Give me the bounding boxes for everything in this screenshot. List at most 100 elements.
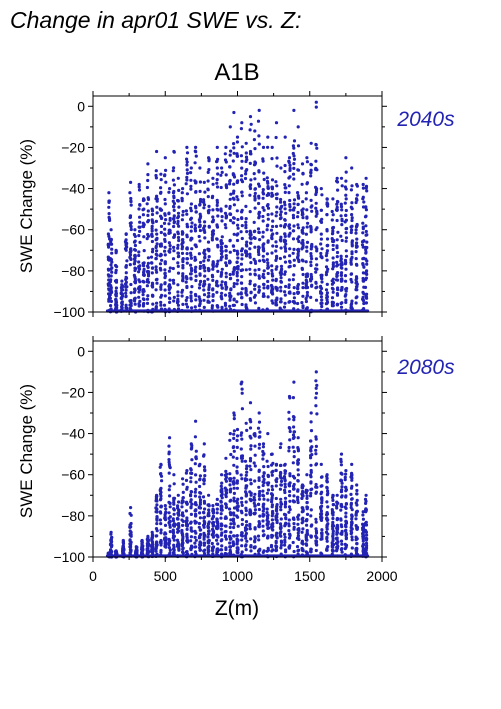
data-point [257,494,261,498]
data-point [283,234,287,238]
data-point [190,221,194,225]
data-point [265,224,269,228]
data-point [128,250,132,254]
data-point [330,286,334,290]
data-point [137,278,141,282]
data-point [355,224,359,228]
data-point [133,299,137,303]
data-point [257,230,261,235]
data-point [168,530,172,534]
data-point [314,444,318,448]
data-point [270,237,274,241]
data-point [232,436,236,440]
data-point [133,253,137,257]
data-point [198,546,202,550]
data-point [291,237,296,241]
data-point [232,248,236,253]
data-point [163,272,167,276]
data-point [274,514,278,519]
data-point [207,204,211,208]
data-point [219,185,223,190]
data-point [275,545,279,549]
data-point [176,283,180,287]
data-point [224,226,228,230]
data-point [288,254,292,258]
data-point [279,546,283,550]
data-point [314,206,318,210]
data-point [262,533,266,537]
data-point [154,506,158,510]
data-point [331,290,335,294]
data-point [350,508,354,512]
data-point [235,514,239,518]
data-point [185,192,189,196]
data-point [252,138,256,142]
data-point [137,290,141,294]
data-point [236,550,240,555]
data-point [108,296,112,300]
data-point [198,266,202,270]
data-point [287,156,292,160]
data-point [354,228,358,232]
data-point [203,533,207,537]
data-point [176,232,180,236]
data-point [137,260,141,264]
data-point [245,244,249,248]
y-tick-label: −40 [61,181,85,197]
data-point [350,213,354,217]
data-point [202,525,206,529]
data-point [128,256,132,260]
data-point [159,208,164,212]
data-point [141,545,145,549]
data-point [244,226,248,230]
data-point [288,426,292,430]
data-point [189,467,193,471]
data-point [314,298,319,302]
data-point [223,552,228,556]
data-point [335,260,339,264]
data-point [193,226,197,230]
data-point [248,186,253,191]
data-point [232,267,236,271]
data-point [180,191,184,195]
data-point [124,232,128,236]
data-point [203,282,207,286]
data-point [257,442,262,446]
data-point [244,473,248,477]
data-point [172,295,176,299]
data-point [244,513,248,517]
data-point [319,295,323,299]
data-point [224,145,228,149]
data-point [176,211,181,215]
data-point [274,249,278,253]
data-point [291,396,295,400]
data-point [283,485,287,489]
data-point [256,426,261,430]
data-point [150,212,155,217]
data-point [115,551,119,556]
data-point [248,456,253,461]
data-point [220,241,224,245]
data-point [115,306,119,310]
data-point [339,463,343,467]
data-point [203,474,207,478]
data-point [163,294,167,298]
data-point [202,203,207,207]
scenario-title: A1B [214,59,259,86]
data-point [344,156,348,160]
data-point [167,500,171,504]
data-point [309,470,313,474]
data-point [362,301,366,306]
data-point [344,472,348,476]
data-point [211,275,215,279]
data-point [339,539,344,543]
data-point [314,386,318,390]
data-point [121,538,125,543]
data-point [340,217,344,221]
data-point [203,230,207,234]
data-point [232,525,236,530]
data-point [340,547,344,551]
data-point [349,277,353,282]
data-point [287,176,291,180]
data-point [202,541,206,545]
